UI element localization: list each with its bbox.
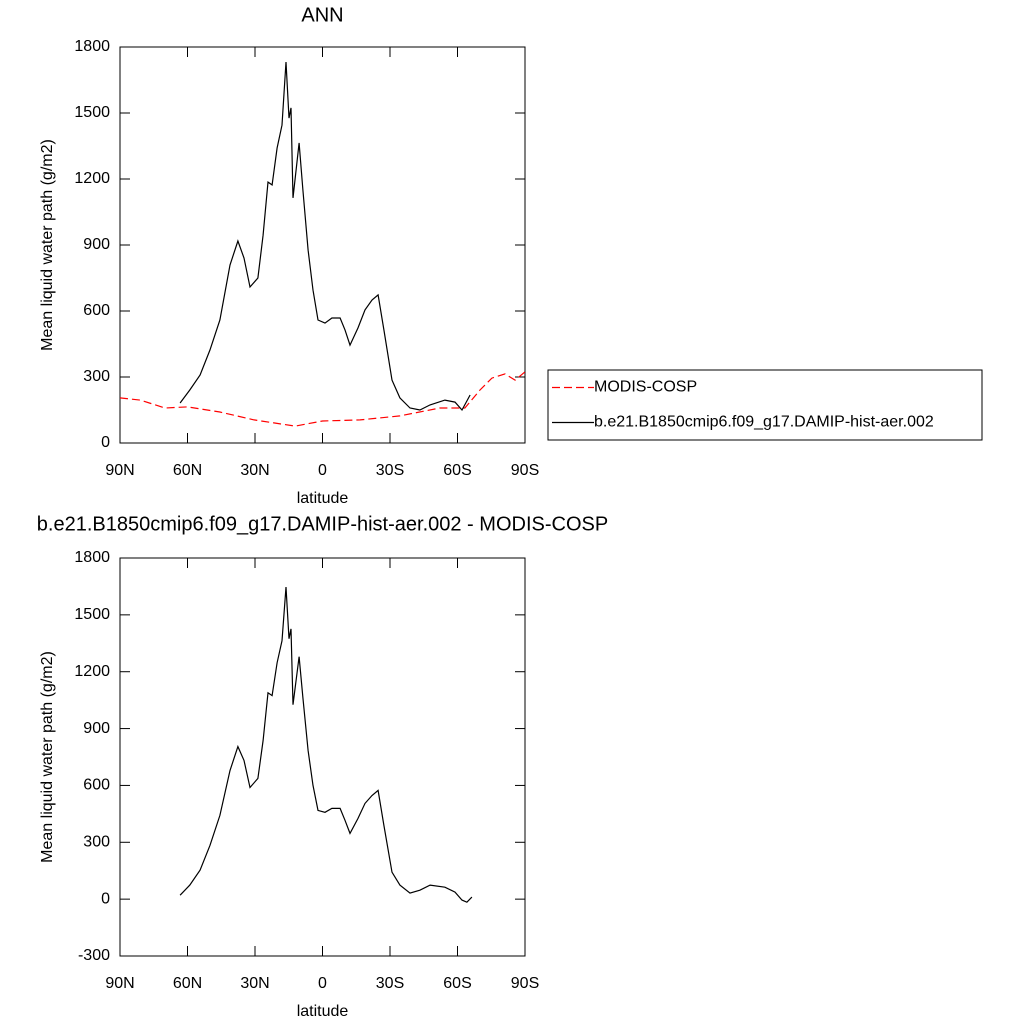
y-tick-label: 1800 <box>74 549 110 566</box>
x-tick-label: 90N <box>105 975 134 992</box>
x-tick-label: 90S <box>511 975 539 992</box>
x-axis-label: latitude <box>297 490 349 507</box>
y-tick-label: 900 <box>83 720 110 737</box>
legend-label: b.e21.B1850cmip6.f09_g17.DAMIP-hist-aer.… <box>594 414 934 431</box>
x-tick-label: 60N <box>173 462 202 479</box>
x-tick-label: 90S <box>511 462 539 479</box>
y-tick-label: 1200 <box>74 170 110 187</box>
y-tick-label: 0 <box>101 890 110 907</box>
y-tick-label: 0 <box>101 434 110 451</box>
x-axis-label: latitude <box>297 1003 349 1020</box>
y-tick-label: -300 <box>78 947 110 964</box>
x-tick-label: 30S <box>376 975 404 992</box>
data-line <box>179 586 473 903</box>
x-tick-label: 90N <box>105 462 134 479</box>
legend-box <box>547 369 983 441</box>
x-tick-label: 0 <box>318 462 327 479</box>
y-tick-label: 1500 <box>74 104 110 121</box>
x-tick-label: 60S <box>443 462 471 479</box>
chart-title: b.e21.B1850cmip6.f09_g17.DAMIP-hist-aer.… <box>37 513 608 535</box>
chart-title: ANN <box>301 4 343 26</box>
x-tick-label: 30N <box>240 462 269 479</box>
x-tick-label: 30N <box>240 975 269 992</box>
y-tick-label: 1200 <box>74 663 110 680</box>
plot-frame <box>119 46 526 444</box>
y-tick-label: 300 <box>83 368 110 385</box>
y-tick-label: 1800 <box>74 38 110 55</box>
y-axis-label: Mean liquid water path (g/m2) <box>39 651 56 863</box>
y-tick-label: 300 <box>83 834 110 851</box>
data-line <box>179 61 471 412</box>
y-tick-label: 1500 <box>74 606 110 623</box>
x-tick-label: 60S <box>443 975 471 992</box>
x-tick-label: 0 <box>318 975 327 992</box>
plot-frame <box>119 557 526 957</box>
y-tick-label: 600 <box>83 777 110 794</box>
data-line <box>119 371 526 427</box>
x-tick-label: 30S <box>376 462 404 479</box>
y-axis-label: Mean liquid water path (g/m2) <box>39 139 56 351</box>
y-tick-label: 600 <box>83 302 110 319</box>
y-tick-label: 900 <box>83 236 110 253</box>
legend-label: MODIS-COSP <box>594 379 697 396</box>
x-tick-label: 60N <box>173 975 202 992</box>
